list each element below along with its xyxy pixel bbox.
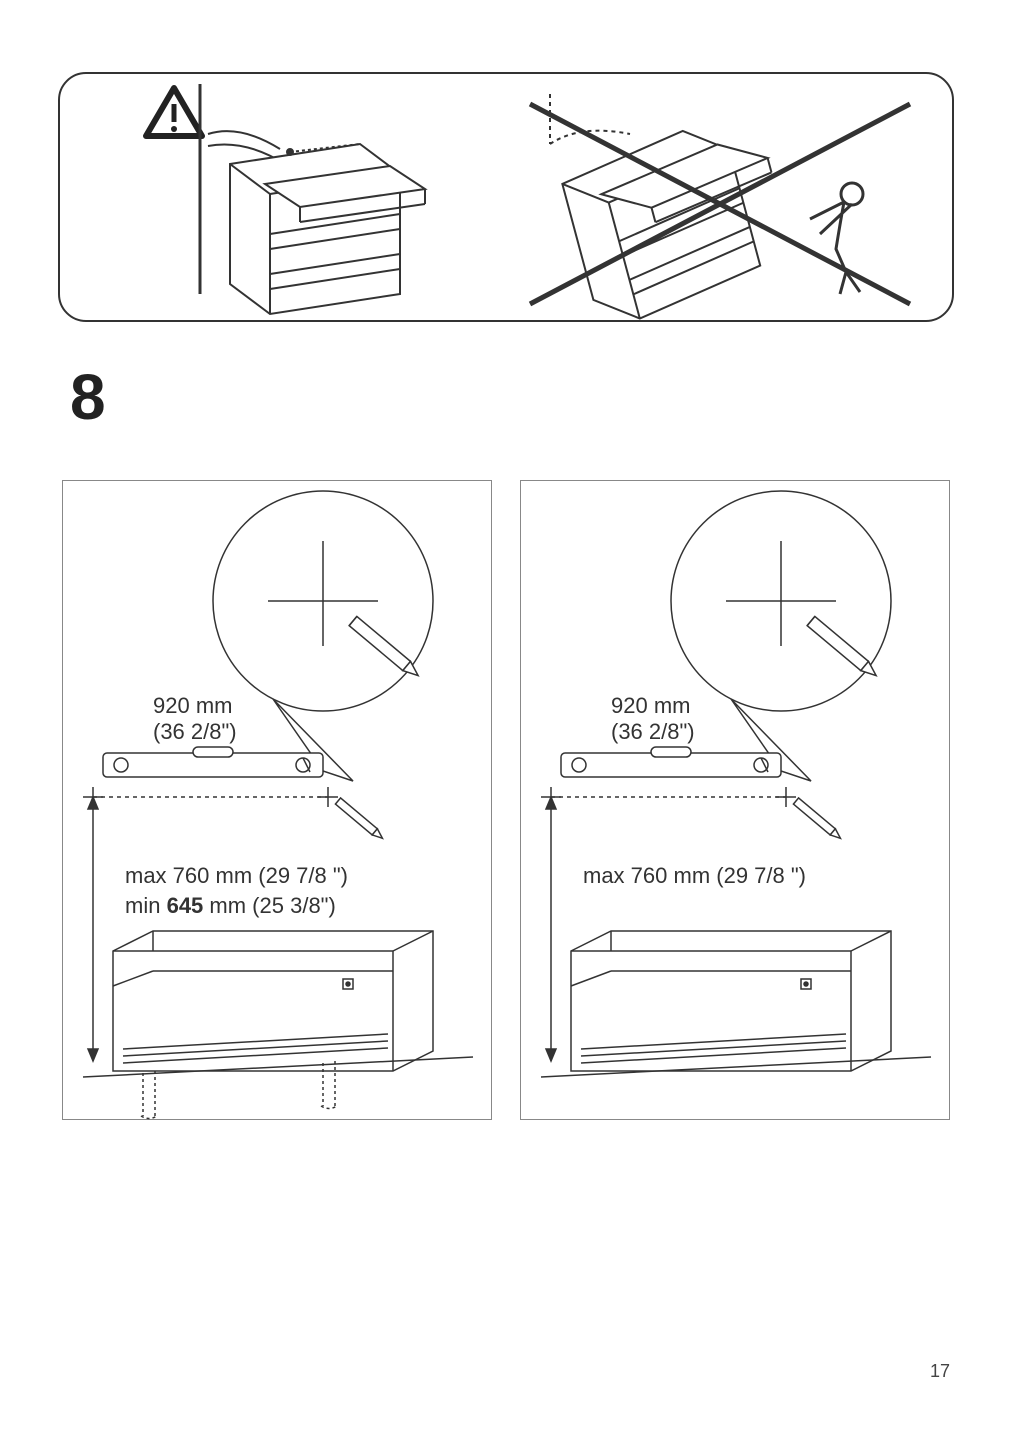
warning-illustration xyxy=(60,74,956,324)
spirit-level-icon xyxy=(103,747,323,777)
magnifier-bubble xyxy=(671,491,891,781)
diagram-left-svg xyxy=(63,481,493,1121)
magnifier-bubble xyxy=(213,491,433,781)
pencil-icon xyxy=(793,798,843,841)
dresser-anchored xyxy=(200,84,425,314)
warning-panel xyxy=(58,72,954,322)
cabinet-icon xyxy=(571,931,891,1071)
pencil-icon xyxy=(335,798,385,841)
assembly-page: 8 2x 920 mm (36 2/8") max 760 mm (29 7/8… xyxy=(0,0,1012,1432)
diagram-right-svg xyxy=(521,481,951,1121)
diagram-right: 2x 920 mm (36 2/8") max 760 mm (29 7/8 "… xyxy=(520,480,950,1120)
warning-triangle-icon xyxy=(146,88,202,136)
cabinet-icon xyxy=(113,931,433,1071)
step-number: 8 xyxy=(70,360,106,434)
spirit-level-icon xyxy=(561,747,781,777)
diagram-left: 2x 920 mm (36 2/8") max 760 mm (29 7/8 "… xyxy=(62,480,492,1120)
dresser-tipping-crossout xyxy=(530,94,910,324)
page-number: 17 xyxy=(930,1361,950,1382)
